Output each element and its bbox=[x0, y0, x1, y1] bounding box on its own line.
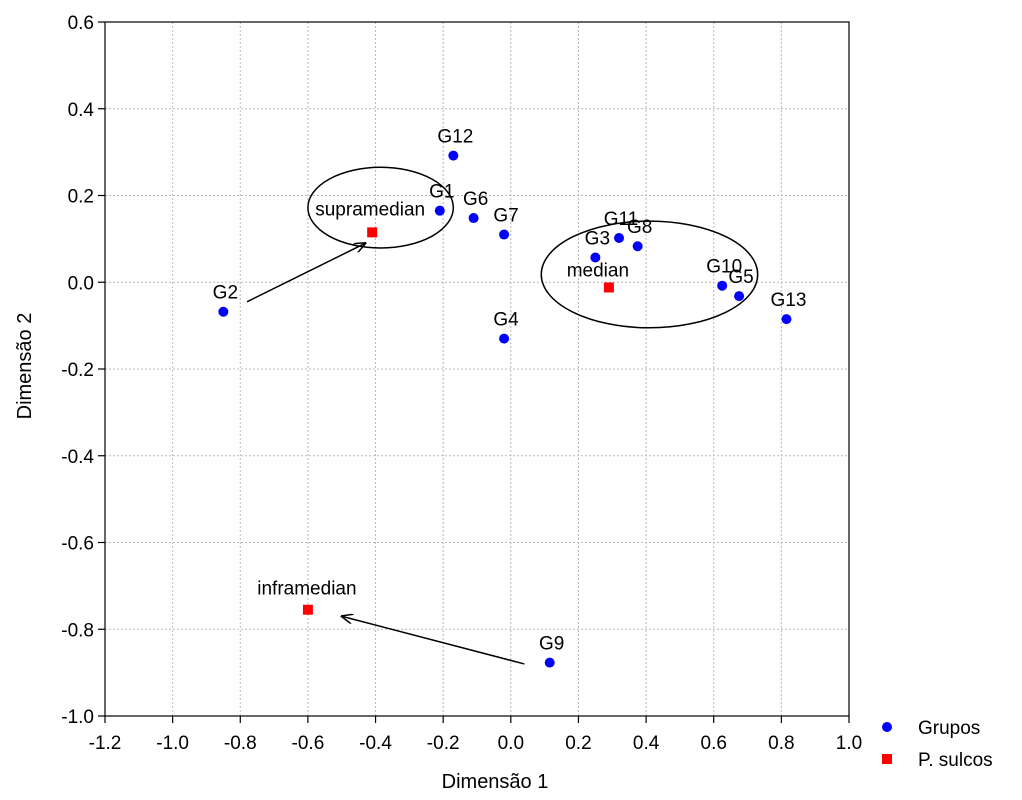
data-label: G10 bbox=[706, 257, 742, 278]
x-tick-label: -1.2 bbox=[89, 733, 122, 754]
data-point-square bbox=[367, 227, 378, 238]
legend: Grupos P. sulcos bbox=[882, 718, 993, 771]
data-point-square bbox=[603, 282, 614, 293]
data-label: G7 bbox=[493, 206, 518, 227]
legend-label: P. sulcos bbox=[918, 750, 993, 771]
data-point-circle bbox=[499, 333, 510, 344]
data-point-circle bbox=[468, 213, 479, 224]
data-label: G11 bbox=[604, 209, 639, 230]
data-label: G4 bbox=[493, 310, 519, 331]
y-tick-label: -1.0 bbox=[61, 707, 94, 728]
x-axis-ticks: -1.2 -1.0 -0.8 -0.6 -0.4 -0.2 0.0 0.2 0.4 0.6 0.8 1… bbox=[89, 716, 862, 754]
y-tick-label: -0.4 bbox=[61, 447, 94, 468]
annotation-arrow bbox=[246, 243, 365, 303]
data-label: G9 bbox=[539, 634, 564, 655]
data-label: G2 bbox=[213, 283, 238, 304]
x-tick-label: -1.0 bbox=[156, 733, 189, 754]
x-tick-label: -0.2 bbox=[427, 733, 460, 754]
y-axis-title: Dimensão 2 bbox=[14, 313, 36, 420]
x-tick-label: 0.6 bbox=[701, 733, 727, 754]
data-label: G3 bbox=[585, 229, 610, 250]
y-tick-label: -0.8 bbox=[61, 620, 94, 641]
annotation-arrow bbox=[342, 616, 525, 665]
x-tick-label: -0.4 bbox=[359, 733, 392, 754]
data-points bbox=[218, 150, 792, 668]
data-label: G12 bbox=[437, 127, 473, 148]
x-tick-label: 0.4 bbox=[633, 733, 660, 754]
legend-marker-circle bbox=[882, 722, 892, 732]
data-point-circle bbox=[499, 229, 510, 240]
data-label: G6 bbox=[463, 189, 488, 210]
y-tick-label: 0.6 bbox=[68, 13, 94, 34]
data-label: inframedian bbox=[257, 579, 356, 600]
y-tick-label: 0.0 bbox=[68, 273, 94, 294]
data-point-square bbox=[302, 604, 313, 615]
x-tick-label: -0.6 bbox=[292, 733, 325, 754]
data-point-circle bbox=[544, 657, 555, 668]
data-label: supramedian bbox=[315, 199, 425, 220]
x-axis-title: Dimensão 1 bbox=[442, 771, 549, 793]
data-point-circle bbox=[717, 280, 728, 291]
data-point-circle bbox=[781, 314, 792, 325]
legend-label: Grupos bbox=[918, 718, 980, 739]
group-ellipse bbox=[540, 220, 759, 329]
y-tick-label: -0.6 bbox=[61, 534, 94, 555]
legend-marker-square bbox=[882, 754, 892, 764]
data-label: G1 bbox=[429, 182, 454, 203]
x-tick-label: 0.0 bbox=[498, 733, 524, 754]
group-ellipse bbox=[307, 166, 455, 249]
x-tick-label: -0.8 bbox=[224, 733, 257, 754]
data-label: median bbox=[567, 260, 629, 281]
data-point-circle bbox=[218, 306, 229, 317]
y-tick-label: 0.2 bbox=[68, 187, 94, 208]
y-tick-label: 0.4 bbox=[68, 100, 95, 121]
grid bbox=[105, 22, 849, 716]
data-label: G13 bbox=[770, 290, 806, 311]
data-point-circle bbox=[614, 233, 625, 244]
y-axis-ticks: -1.0 -0.8 -0.6 -0.4 -0.2 0.0 0.2 0.4 0.6 bbox=[61, 13, 105, 728]
x-tick-label: 0.2 bbox=[565, 733, 591, 754]
y-tick-label: -0.2 bbox=[61, 360, 94, 381]
data-label: G8 bbox=[627, 217, 652, 238]
data-label: G5 bbox=[728, 267, 753, 288]
x-tick-label: 1.0 bbox=[836, 733, 862, 754]
data-point-circle bbox=[448, 150, 459, 161]
annotations bbox=[246, 166, 759, 665]
data-point-circle bbox=[434, 205, 445, 216]
data-point-circle bbox=[734, 291, 745, 302]
data-point-circle bbox=[632, 241, 643, 252]
x-tick-label: 0.8 bbox=[768, 733, 794, 754]
data-point-circle bbox=[590, 252, 601, 263]
